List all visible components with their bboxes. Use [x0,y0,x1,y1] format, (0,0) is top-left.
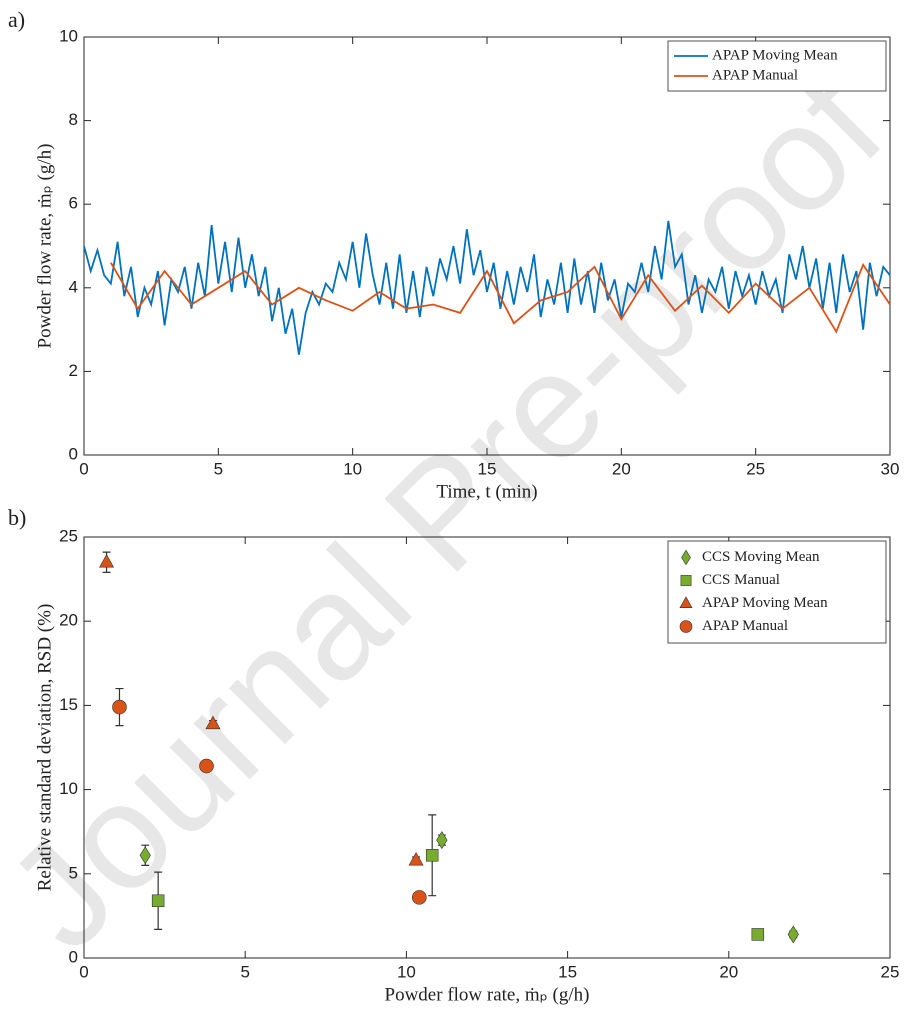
y-tick-label: 10 [59,779,78,798]
legend-label: APAP Manual [712,67,798,83]
y-axis-label: Powder flow rate, ṁₚ (g/h) [34,144,55,349]
watermark: Journal Pre-proof [0,42,906,980]
data-line [110,262,891,334]
y-tick-label: 15 [59,695,78,714]
y-tick-label: 0 [69,947,78,966]
y-tick-label: 6 [69,194,78,213]
y-tick-label: 10 [59,26,78,45]
x-tick-label: 20 [719,962,738,981]
marker [199,758,214,774]
x-tick-label: 5 [214,459,223,478]
panel-label: b) [8,505,26,530]
x-tick-label: 10 [397,962,416,981]
legend-label: APAP Manual [702,618,788,634]
y-tick-label: 0 [69,444,78,463]
legend-swatch [679,596,693,608]
x-tick-label: 10 [343,459,362,478]
x-tick-label: 0 [79,962,88,981]
marker [99,553,115,568]
x-axis-label: Time, t (min) [436,481,537,502]
x-tick-label: 5 [240,962,249,981]
y-tick-label: 8 [69,110,78,129]
y-tick-label: 4 [69,277,78,296]
legend-label: CCS Manual [702,572,780,588]
y-tick-label: 2 [69,361,78,380]
data-line [83,220,891,355]
x-tick-label: 15 [558,962,577,981]
marker [408,852,424,866]
marker [787,925,799,944]
x-tick-label: 25 [881,962,900,981]
marker [425,849,439,862]
y-tick-label: 20 [59,611,78,630]
legend-swatch [680,575,692,586]
x-tick-label: 30 [881,459,900,478]
legend-swatch [681,549,691,566]
legend-label: CCS Moving Mean [702,549,820,565]
marker [436,831,448,850]
legend-label: APAP Moving Mean [712,47,838,63]
panel-label: a) [8,7,25,32]
x-tick-label: 20 [612,459,631,478]
marker [151,894,165,907]
legend-box [667,40,887,92]
x-tick-label: 25 [746,459,765,478]
legend-box [667,540,887,644]
y-tick-label: 25 [59,526,78,545]
plot-area [83,536,891,959]
marker [205,715,221,730]
y-axis-label: Relative standard deviation, RSD (%) [34,604,55,892]
x-tick-label: 15 [478,459,497,478]
x-tick-label: 0 [79,459,88,478]
y-tick-label: 5 [69,863,78,882]
marker [411,890,427,905]
x-axis-label: Powder flow rate, ṁₚ (g/h) [385,984,590,1005]
marker [139,846,151,865]
legend-label: APAP Moving Mean [702,595,828,611]
marker [751,928,765,941]
marker [112,699,127,715]
legend-swatch [679,620,693,633]
